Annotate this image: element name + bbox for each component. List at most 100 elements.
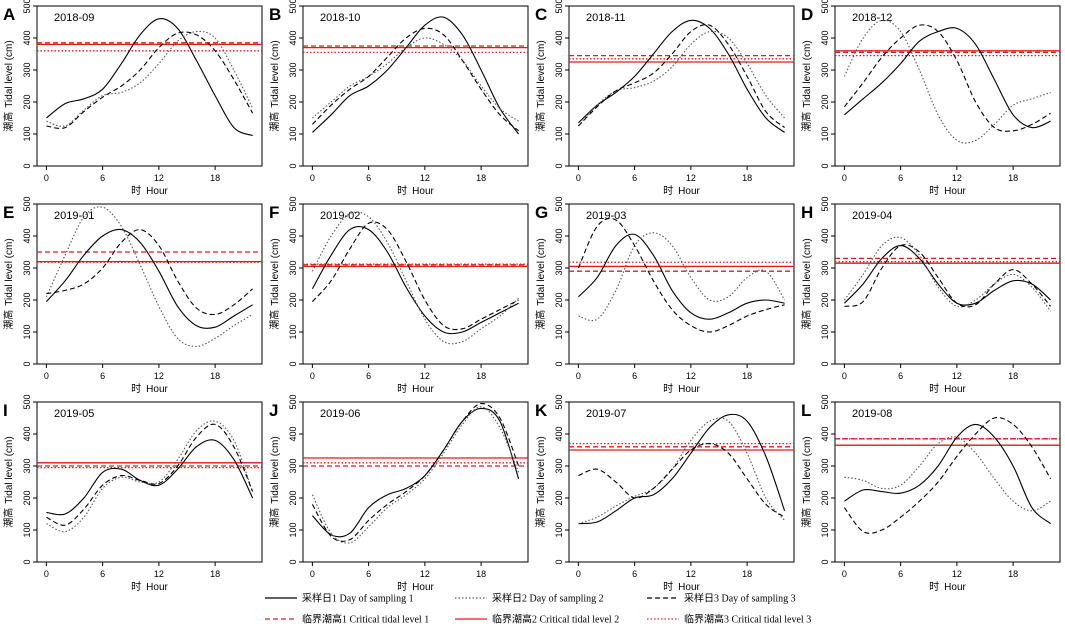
plot-frame bbox=[302, 5, 529, 167]
x-tick-label: 18 bbox=[1008, 371, 1018, 381]
y-axis-label-cn: 潮高 bbox=[2, 310, 15, 330]
legend-entry-2: 采样日2 Day of sampling 2 bbox=[455, 592, 604, 605]
y-tick-label: 300 bbox=[22, 458, 32, 473]
x-tick-label: 18 bbox=[210, 371, 220, 381]
y-axis-label-en: Tidal level (cm) bbox=[536, 238, 547, 305]
y-tick-label: 500 bbox=[554, 394, 564, 409]
x-tick-label: 6 bbox=[632, 173, 637, 183]
x-tick-label: 18 bbox=[1008, 173, 1018, 183]
x-axis-label-cn: 时 bbox=[397, 185, 407, 197]
series-line-sampling-3 bbox=[843, 24, 1051, 132]
series-line-sampling-2 bbox=[312, 37, 519, 122]
y-tick-label: 500 bbox=[22, 196, 32, 211]
series-line-sampling-2 bbox=[311, 406, 520, 544]
x-tick-label: 18 bbox=[476, 569, 486, 579]
legend-label: 临界潮高1 Critical tidal level 1 bbox=[302, 613, 429, 626]
series-line-sampling-1 bbox=[311, 226, 519, 335]
y-tick-label: 500 bbox=[22, 0, 32, 14]
plot-frame bbox=[834, 401, 1061, 563]
x-tick-label: 6 bbox=[898, 371, 903, 381]
x-tick-label: 0 bbox=[576, 173, 581, 183]
y-axis-label: 潮高 Tidal level (cm) bbox=[534, 436, 547, 527]
series-line-sampling-2 bbox=[46, 30, 254, 127]
y-tick-label: 500 bbox=[288, 0, 298, 14]
y-tick-label: 200 bbox=[288, 490, 298, 505]
panel-title: 2019-04 bbox=[852, 210, 892, 222]
panel-letter: I bbox=[3, 401, 8, 420]
y-tick-label: 300 bbox=[820, 62, 830, 77]
x-tick-label: 12 bbox=[686, 173, 696, 183]
x-tick-label: 12 bbox=[686, 371, 696, 381]
x-tick-label: 18 bbox=[1008, 569, 1018, 579]
series-line-sampling-3 bbox=[46, 229, 253, 316]
y-tick-label: 200 bbox=[22, 94, 32, 109]
legend-label: 临界潮高2 Critical tidal level 2 bbox=[492, 613, 619, 626]
x-tick-label: 0 bbox=[842, 173, 847, 183]
panel-letter: K bbox=[535, 401, 548, 420]
y-axis-label-cn: 潮高 bbox=[800, 112, 813, 132]
plot-frame bbox=[834, 203, 1061, 365]
y-axis-label-cn: 潮高 bbox=[268, 508, 281, 528]
panel-title: 2019-08 bbox=[852, 408, 892, 420]
x-tick-label: 0 bbox=[576, 569, 581, 579]
y-axis-label-cn: 潮高 bbox=[534, 508, 547, 528]
panel-letter: A bbox=[3, 5, 15, 24]
y-tick-label: 300 bbox=[22, 62, 32, 77]
plot-frame bbox=[302, 401, 529, 563]
y-tick-label: 400 bbox=[22, 426, 32, 441]
x-axis-label: 时 Hour bbox=[929, 581, 966, 593]
y-tick-label: 200 bbox=[554, 490, 564, 505]
y-tick-label: 500 bbox=[820, 0, 830, 14]
y-tick-label: 200 bbox=[288, 292, 298, 307]
x-tick-label: 6 bbox=[366, 173, 371, 183]
y-axis-label-en: Tidal level (cm) bbox=[802, 238, 813, 305]
x-tick-label: 12 bbox=[420, 569, 430, 579]
plot-frame bbox=[302, 203, 529, 365]
panel-title: 2018-10 bbox=[320, 12, 360, 24]
y-tick-label: 400 bbox=[288, 30, 298, 45]
x-tick-label: 6 bbox=[366, 371, 371, 381]
y-tick-label: 400 bbox=[554, 30, 564, 45]
x-tick-label: 18 bbox=[476, 173, 486, 183]
series-line-sampling-1 bbox=[46, 18, 253, 137]
x-axis-label: 时 Hour bbox=[131, 185, 168, 197]
y-axis-label: 潮高 Tidal level (cm) bbox=[268, 436, 281, 527]
x-axis-label-en: Hour bbox=[146, 186, 168, 197]
x-tick-label: 6 bbox=[898, 173, 903, 183]
panel-letter: L bbox=[801, 401, 811, 420]
x-axis-label: 时 Hour bbox=[397, 383, 434, 395]
legend-entry-1: 采样日1 Day of sampling 1 bbox=[265, 592, 414, 605]
legend-label: 采样日2 Day of sampling 2 bbox=[492, 592, 604, 605]
y-tick-label: 0 bbox=[820, 559, 830, 564]
y-tick-label: 400 bbox=[288, 426, 298, 441]
x-axis-label-cn: 时 bbox=[929, 581, 939, 593]
y-axis-label-en: Tidal level (cm) bbox=[802, 40, 813, 107]
x-axis-label-en: Hour bbox=[412, 384, 434, 395]
x-axis-label: 时 Hour bbox=[929, 185, 966, 197]
series-line-sampling-1 bbox=[578, 413, 786, 525]
x-tick-label: 0 bbox=[310, 173, 315, 183]
plot-frame bbox=[36, 401, 263, 563]
x-axis-label-en: Hour bbox=[678, 582, 700, 593]
y-axis-label-en: Tidal level (cm) bbox=[802, 436, 813, 503]
y-tick-label: 0 bbox=[820, 361, 830, 366]
panel-title: 2019-07 bbox=[586, 408, 626, 420]
x-tick-label: 12 bbox=[154, 173, 164, 183]
series-line-sampling-2 bbox=[843, 236, 1052, 312]
series-line-sampling-1 bbox=[578, 19, 785, 133]
panel-J: J 2019-06 0 100 200 300 400 500 0 6 12 18 潮高 Tidal le… bbox=[268, 394, 529, 593]
x-axis-label-cn: 时 bbox=[131, 185, 141, 197]
y-axis-label: 潮高 Tidal level (cm) bbox=[2, 40, 15, 131]
x-axis-label-en: Hour bbox=[944, 582, 966, 593]
y-tick-label: 0 bbox=[288, 559, 298, 564]
y-tick-label: 200 bbox=[22, 490, 32, 505]
series-line-sampling-1 bbox=[312, 16, 520, 135]
x-tick-label: 18 bbox=[742, 173, 752, 183]
series-line-sampling-3 bbox=[843, 417, 1052, 534]
series-line-sampling-1 bbox=[844, 423, 1051, 525]
y-tick-label: 300 bbox=[288, 260, 298, 275]
series-line-sampling-2 bbox=[46, 420, 254, 533]
x-tick-label: 12 bbox=[952, 569, 962, 579]
x-axis-label: 时 Hour bbox=[131, 581, 168, 593]
